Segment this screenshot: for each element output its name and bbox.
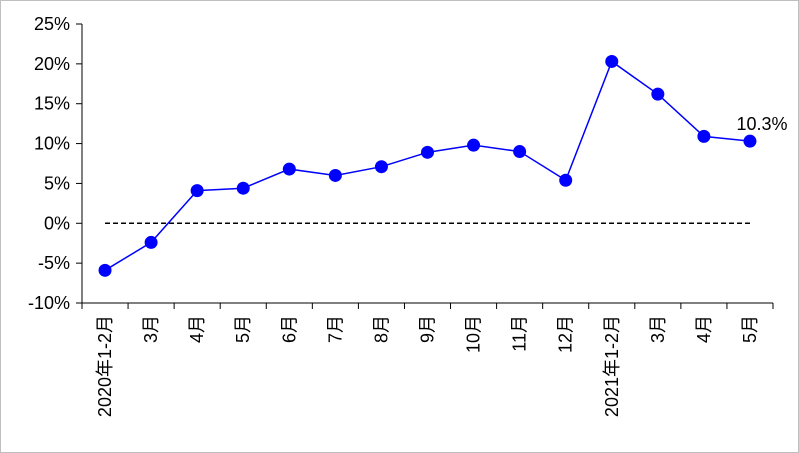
data-point [328, 168, 342, 182]
data-point [605, 54, 619, 68]
x-tick-label: 7月 [325, 315, 345, 343]
x-tick-label: 11月 [510, 315, 530, 352]
x-tick-label: 8月 [371, 315, 391, 343]
data-point [190, 184, 204, 198]
x-tick-label: 4月 [187, 315, 207, 343]
x-tick-label: 5月 [740, 315, 760, 343]
x-tick-label: 3月 [141, 315, 161, 343]
y-tick-label: -10% [28, 293, 70, 313]
y-tick-label: 20% [34, 54, 70, 74]
data-point [651, 87, 665, 101]
x-tick-label: 10月 [464, 315, 484, 353]
x-tick-label: 6月 [279, 315, 299, 343]
data-point [98, 263, 112, 277]
data-point [374, 160, 388, 174]
y-tick-label: -5% [38, 253, 70, 273]
y-tick-label: 10% [34, 134, 70, 154]
data-label: 10.3% [736, 114, 787, 134]
y-tick-label: 0% [44, 213, 70, 233]
data-point [421, 145, 434, 159]
y-tick-label: 15% [34, 94, 70, 114]
data-point [144, 235, 158, 249]
x-tick-label: 2020年1-2月 [95, 315, 115, 417]
data-point [697, 129, 711, 143]
data-point [467, 138, 481, 152]
data-point [559, 173, 573, 187]
y-tick-label: 5% [44, 173, 70, 193]
x-tick-label: 3月 [648, 315, 668, 343]
x-tick-label: 9月 [418, 315, 438, 343]
data-point [282, 162, 296, 176]
data-point [236, 181, 250, 195]
x-tick-label: 12月 [556, 315, 576, 353]
y-tick-label: 25% [34, 14, 70, 34]
x-tick-label: 2021年1-2月 [602, 315, 622, 417]
data-point [513, 145, 527, 159]
x-tick-label: 4月 [694, 315, 714, 343]
x-tick-label: 5月 [233, 315, 253, 343]
data-point [743, 134, 757, 148]
